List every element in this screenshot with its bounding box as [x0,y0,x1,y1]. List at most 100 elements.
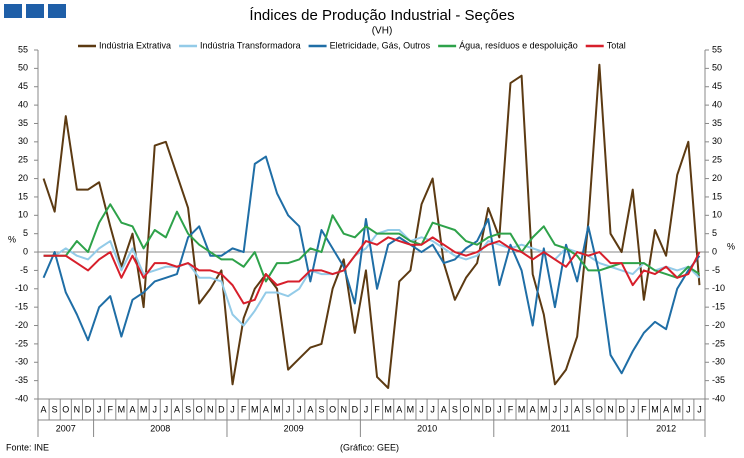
series-line [43,229,701,327]
y2-tick-label: -20 [712,320,725,330]
x-tick-label: N [207,404,214,414]
x-tick-label: J [97,404,102,414]
legend-label: Total [607,40,626,50]
y-tick-label: 35 [18,118,28,128]
x-tick-label: F [241,404,247,414]
y2-tick-label: 50 [712,63,722,73]
series-line [42,63,701,389]
x-tick-label: N [474,404,481,414]
x-tick-label: J [297,404,302,414]
series-line [43,203,700,283]
source: Fonte: INE [6,442,49,452]
x-tick-label: A [307,404,313,414]
x-tick-label: J [430,404,435,414]
x-tick-label: A [574,404,580,414]
y2-tick-label: 20 [712,173,722,183]
y-tick-label: 40 [18,99,28,109]
x-tick-label: D [618,404,625,414]
legend-label: Eletricidade, Gás, Outros [330,40,431,50]
y2-tick-label: -5 [712,265,720,275]
y-axis-label: % [8,234,16,244]
chart-subtitle: (VH) [372,26,393,37]
x-tick-label: O [462,404,469,414]
legend-label: Água, resíduos e despoluição [459,40,578,50]
x-tick-label: M [251,404,259,414]
y2-tick-label: 0 [712,246,717,256]
y2-tick-label: 35 [712,118,722,128]
y2-tick-label: -25 [712,338,725,348]
year-label: 2008 [150,423,170,433]
x-tick-label: D [85,404,92,414]
x-tick-label: J [564,404,569,414]
y2-tick-label: 10 [712,210,722,220]
y2-tick-label: -40 [712,393,725,403]
x-tick-label: F [641,404,647,414]
x-tick-label: A [441,404,447,414]
y-tick-label: 5 [23,228,28,238]
y2-tick-label: 40 [712,99,722,109]
y2-axis-label: % [727,241,735,251]
x-tick-label: J [497,404,502,414]
x-tick-label: S [185,404,191,414]
x-tick-label: M [651,404,659,414]
x-tick-label: A [263,404,269,414]
y-tick-label: 15 [18,191,28,201]
x-tick-label: S [452,404,458,414]
y-tick-label: 30 [18,136,28,146]
x-tick-label: J [686,404,691,414]
year-label: 2012 [656,423,676,433]
x-tick-label: A [663,404,669,414]
x-tick-label: D [352,404,359,414]
y-tick-label: 0 [23,246,28,256]
x-tick-label: D [485,404,492,414]
x-tick-label: S [52,404,58,414]
x-tick-label: J [697,404,702,414]
x-tick-label: J [286,404,291,414]
credit: (Gráfico: GEE) [340,442,399,452]
y-tick-label: -30 [15,357,28,367]
x-tick-label: O [62,404,69,414]
x-tick-label: M [518,404,526,414]
logo-block [48,4,66,18]
y2-tick-label: 45 [712,81,722,91]
x-tick-label: M [118,404,126,414]
y2-tick-label: 25 [712,155,722,165]
x-tick-label: F [374,404,380,414]
year-label: 2007 [56,423,76,433]
x-tick-label: M [407,404,415,414]
x-tick-label: J [553,404,558,414]
x-tick-label: O [596,404,603,414]
series-line [43,236,701,305]
y2-tick-label: -30 [712,357,725,367]
y-tick-label: -40 [15,393,28,403]
y2-tick-label: -35 [712,375,725,385]
logo-block [4,4,22,18]
y2-tick-label: -15 [712,302,725,312]
x-tick-label: A [129,404,135,414]
x-tick-label: J [630,404,635,414]
y-tick-label: 10 [18,210,28,220]
y2-tick-label: 30 [712,136,722,146]
y-tick-label: -5 [20,265,28,275]
y-tick-label: -15 [15,302,28,312]
y-tick-label: 55 [18,44,28,54]
legend-label: Indústria Transformadora [200,40,301,50]
x-tick-label: D [218,404,225,414]
x-tick-label: J [230,404,235,414]
x-tick-label: M [273,404,281,414]
year-label: 2011 [551,423,570,433]
y-tick-label: -10 [15,283,28,293]
x-tick-label: M [140,404,148,414]
legend-label: Indústria Extrativa [99,40,171,50]
y2-tick-label: 15 [712,191,722,201]
x-tick-label: M [540,404,548,414]
series-line [42,155,701,375]
x-tick-label: N [607,404,614,414]
x-tick-label: A [530,404,536,414]
x-tick-label: S [318,404,324,414]
chart-title: Índices de Produção Industrial - Seções [249,7,514,24]
y-tick-label: 45 [18,81,28,91]
year-label: 2010 [417,423,437,433]
x-tick-label: A [41,404,47,414]
